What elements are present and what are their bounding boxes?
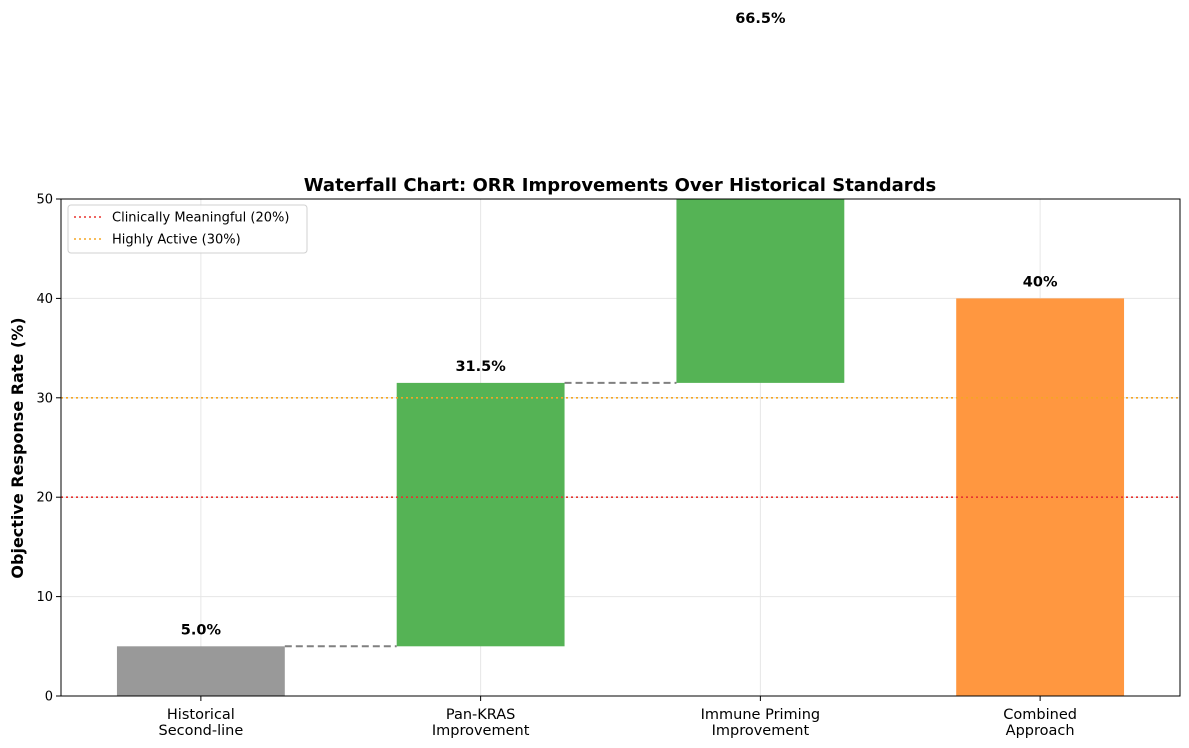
y-tick-label: 30	[36, 391, 53, 406]
legend-box	[67, 204, 308, 254]
y-tick-label: 20	[36, 491, 53, 506]
x-tick-label-line: Historical	[167, 707, 235, 723]
data-label: 40%	[1023, 274, 1058, 290]
legend-label: Clinically Meaningful (20%)	[112, 211, 289, 226]
x-tick-label: Immune Priming Improvement	[701, 707, 820, 739]
chart-title: Waterfall Chart: ORR Improvements Over H…	[304, 175, 937, 196]
bar	[396, 382, 565, 647]
bar	[116, 646, 285, 696]
x-tick-label: Combined Approach	[1003, 707, 1077, 739]
x-tick-label-line: Improvement	[432, 723, 530, 739]
x-tick-label-line: Pan-KRAS	[446, 707, 516, 723]
axes-frame	[60, 198, 1181, 697]
y-tick-label: 0	[45, 690, 53, 705]
x-tick-label-line: Combined	[1003, 707, 1077, 723]
y-tick-label: 50	[36, 193, 53, 208]
x-tick-label-line: Immune Priming	[701, 707, 820, 723]
y-tick-label: 10	[36, 590, 53, 605]
x-tick-label-line: Second-line	[158, 723, 243, 739]
legend-label: Highly Active (30%)	[112, 233, 241, 248]
x-tick-label: Historical Second-line	[158, 707, 243, 739]
x-tick-label-line: Improvement	[712, 723, 810, 739]
x-tick-label: Pan-KRAS Improvement	[432, 707, 530, 739]
y-axis-title: Objective Response Rate (%)	[8, 317, 27, 578]
y-tick-label: 40	[36, 292, 53, 307]
plot-marks	[61, 199, 1180, 696]
bar	[676, 199, 845, 383]
x-tick-label-line: Approach	[1006, 723, 1075, 739]
data-label: 31.5%	[455, 359, 506, 375]
data-label: 66.5%	[735, 11, 786, 27]
data-label: 5.0%	[181, 622, 222, 638]
